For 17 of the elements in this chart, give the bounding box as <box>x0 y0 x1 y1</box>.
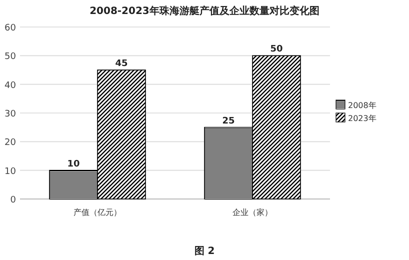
chart-title: 2008-2023年珠海游艇产值及企业数量对比变化图 <box>90 5 320 17</box>
y-tick-label: 10 <box>4 166 16 177</box>
data-label: 45 <box>115 59 128 69</box>
y-tick-label: 60 <box>4 24 16 34</box>
y-tick-label: 20 <box>4 138 16 148</box>
legend-label: 2008年 <box>348 101 376 110</box>
x-tick-label: 企业（家） <box>232 208 272 217</box>
caption: 图 2 <box>194 246 215 257</box>
data-label: 25 <box>222 116 235 126</box>
y-tick-label: 0 <box>10 196 16 206</box>
y-tick-label: 50 <box>4 52 16 62</box>
y-tick-label: 40 <box>4 80 16 91</box>
data-label: 10 <box>67 159 80 170</box>
x-tick-label: 产值（亿元） <box>74 208 122 217</box>
legend-label: 2023年 <box>348 114 376 123</box>
data-label: 50 <box>270 44 283 55</box>
y-tick-label: 30 <box>4 110 16 120</box>
